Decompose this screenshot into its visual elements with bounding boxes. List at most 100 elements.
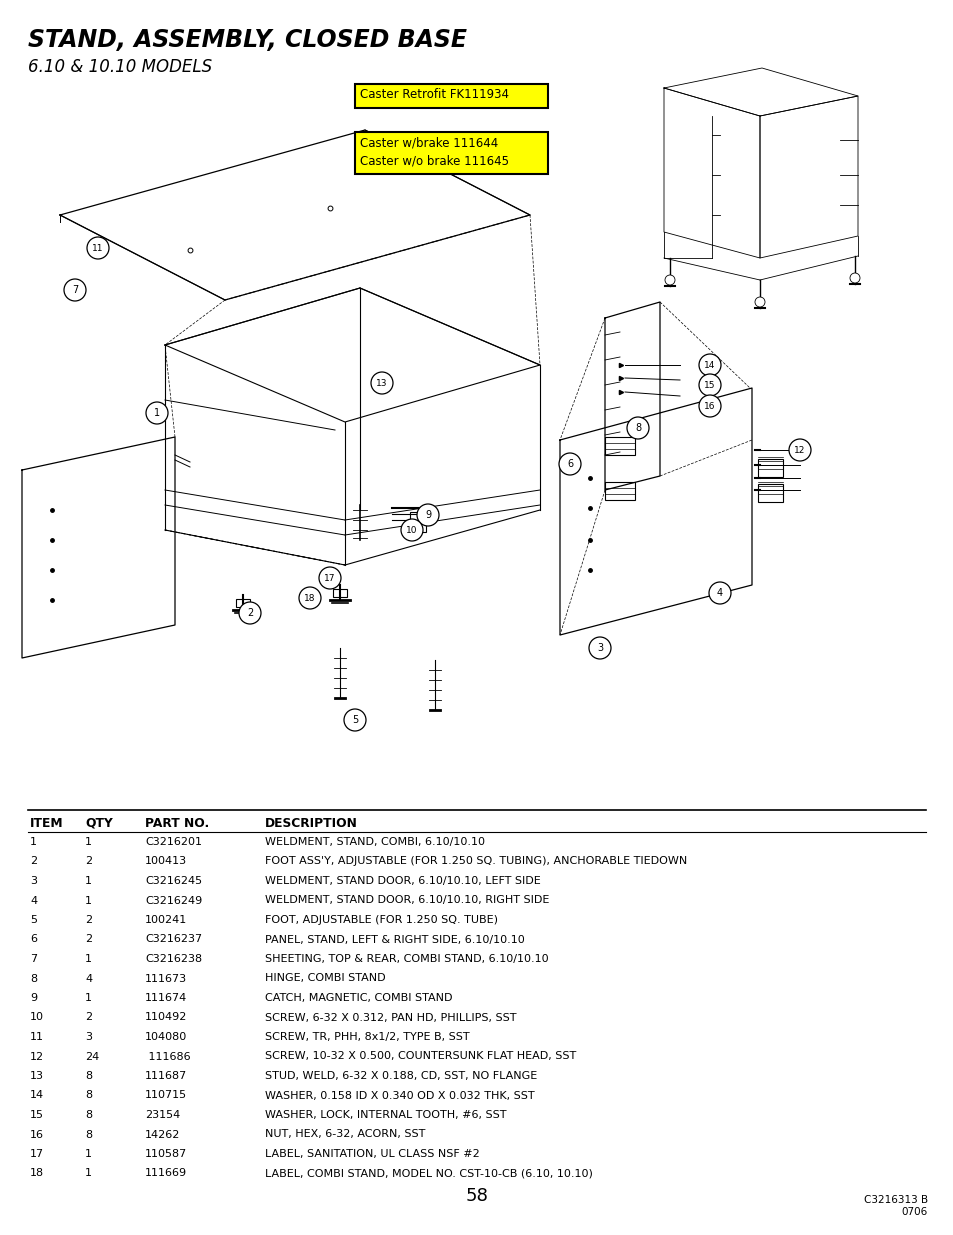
Circle shape [371, 372, 393, 394]
Text: FOOT ASS'Y, ADJUSTABLE (FOR 1.250 SQ. TUBING), ANCHORABLE TIEDOWN: FOOT ASS'Y, ADJUSTABLE (FOR 1.250 SQ. TU… [265, 857, 686, 867]
Text: 13: 13 [375, 378, 387, 388]
Text: WASHER, 0.158 ID X 0.340 OD X 0.032 THK, SST: WASHER, 0.158 ID X 0.340 OD X 0.032 THK,… [265, 1091, 534, 1100]
Text: 16: 16 [703, 401, 715, 410]
Text: 10: 10 [406, 526, 417, 535]
Bar [235, 599, 250, 606]
Text: 1: 1 [85, 1149, 91, 1158]
Text: 13: 13 [30, 1071, 44, 1081]
Circle shape [87, 237, 109, 259]
Text: 16: 16 [30, 1130, 44, 1140]
Text: 17: 17 [324, 573, 335, 583]
Bar [333, 589, 347, 597]
Text: 12: 12 [30, 1051, 44, 1062]
Text: 1: 1 [85, 876, 91, 885]
Bar [410, 513, 426, 532]
Circle shape [699, 354, 720, 375]
Text: C3216237: C3216237 [145, 935, 202, 945]
Circle shape [400, 519, 422, 541]
Text: 100413: 100413 [145, 857, 187, 867]
Text: SCREW, 10-32 X 0.500, COUNTERSUNK FLAT HEAD, SST: SCREW, 10-32 X 0.500, COUNTERSUNK FLAT H… [265, 1051, 576, 1062]
Text: 9: 9 [30, 993, 37, 1003]
Text: 24: 24 [85, 1051, 99, 1062]
Text: 8: 8 [85, 1110, 92, 1120]
Text: 2: 2 [85, 935, 92, 945]
Circle shape [664, 275, 675, 285]
Text: 6: 6 [566, 459, 573, 469]
Circle shape [146, 403, 168, 424]
Circle shape [699, 395, 720, 417]
Text: DESCRIPTION: DESCRIPTION [265, 818, 357, 830]
Text: C3216313 B
0706: C3216313 B 0706 [863, 1195, 927, 1216]
Circle shape [239, 601, 261, 624]
Text: 1: 1 [85, 993, 91, 1003]
Text: 1: 1 [85, 953, 91, 965]
Circle shape [558, 453, 580, 475]
Text: C3216201: C3216201 [145, 837, 202, 847]
Circle shape [298, 587, 320, 609]
Text: STAND, ASSEMBLY, CLOSED BASE: STAND, ASSEMBLY, CLOSED BASE [28, 28, 467, 52]
Text: 14: 14 [703, 361, 715, 369]
Text: 2: 2 [85, 857, 92, 867]
Text: 1: 1 [85, 1168, 91, 1178]
Text: SHEETING, TOP & REAR, COMBI STAND, 6.10/10.10: SHEETING, TOP & REAR, COMBI STAND, 6.10/… [265, 953, 548, 965]
Text: 1: 1 [85, 895, 91, 905]
Text: WELDMENT, STAND, COMBI, 6.10/10.10: WELDMENT, STAND, COMBI, 6.10/10.10 [265, 837, 484, 847]
Text: 3: 3 [85, 1032, 91, 1042]
Circle shape [626, 417, 648, 438]
Text: 111669: 111669 [145, 1168, 187, 1178]
Text: 10: 10 [30, 1013, 44, 1023]
Text: 11: 11 [30, 1032, 44, 1042]
Text: 12: 12 [794, 446, 805, 454]
Text: 15: 15 [30, 1110, 44, 1120]
Text: 18: 18 [304, 594, 315, 603]
Circle shape [699, 374, 720, 396]
Text: 100241: 100241 [145, 915, 187, 925]
Text: 111687: 111687 [145, 1071, 187, 1081]
Text: 4: 4 [717, 588, 722, 598]
Text: 4: 4 [85, 973, 92, 983]
Text: 4: 4 [30, 895, 37, 905]
Circle shape [788, 438, 810, 461]
Text: CATCH, MAGNETIC, COMBI STAND: CATCH, MAGNETIC, COMBI STAND [265, 993, 452, 1003]
Circle shape [344, 709, 366, 731]
Text: 14262: 14262 [145, 1130, 180, 1140]
Text: 110715: 110715 [145, 1091, 187, 1100]
Text: 1: 1 [30, 837, 37, 847]
Text: SCREW, 6-32 X 0.312, PAN HD, PHILLIPS, SST: SCREW, 6-32 X 0.312, PAN HD, PHILLIPS, S… [265, 1013, 516, 1023]
Text: FOOT, ADJUSTABLE (FOR 1.250 SQ. TUBE): FOOT, ADJUSTABLE (FOR 1.250 SQ. TUBE) [265, 915, 497, 925]
Text: 6: 6 [30, 935, 37, 945]
Text: LABEL, COMBI STAND, MODEL NO. CST-10-CB (6.10, 10.10): LABEL, COMBI STAND, MODEL NO. CST-10-CB … [265, 1168, 592, 1178]
Text: NUT, HEX, 6-32, ACORN, SST: NUT, HEX, 6-32, ACORN, SST [265, 1130, 425, 1140]
Text: 8: 8 [30, 973, 37, 983]
Text: ITEM: ITEM [30, 818, 64, 830]
Bar [604, 482, 635, 500]
Text: 2: 2 [85, 915, 92, 925]
Text: 8: 8 [85, 1091, 92, 1100]
Text: 1: 1 [153, 408, 160, 417]
Text: 111673: 111673 [145, 973, 187, 983]
Circle shape [754, 296, 764, 308]
Text: 8: 8 [85, 1071, 92, 1081]
Text: 8: 8 [85, 1130, 92, 1140]
Circle shape [64, 279, 86, 301]
Text: 18: 18 [30, 1168, 44, 1178]
Text: LABEL, SANITATION, UL CLASS NSF #2: LABEL, SANITATION, UL CLASS NSF #2 [265, 1149, 479, 1158]
Text: C3216249: C3216249 [145, 895, 202, 905]
Text: 8: 8 [635, 424, 640, 433]
Text: QTY: QTY [85, 818, 112, 830]
Text: 23154: 23154 [145, 1110, 180, 1120]
Text: 104080: 104080 [145, 1032, 187, 1042]
Text: Caster Retrofit FK111934: Caster Retrofit FK111934 [359, 88, 509, 101]
Text: STUD, WELD, 6-32 X 0.188, CD, SST, NO FLANGE: STUD, WELD, 6-32 X 0.188, CD, SST, NO FL… [265, 1071, 537, 1081]
Text: 9: 9 [424, 510, 431, 520]
Text: C3216245: C3216245 [145, 876, 202, 885]
Text: PANEL, STAND, LEFT & RIGHT SIDE, 6.10/10.10: PANEL, STAND, LEFT & RIGHT SIDE, 6.10/10… [265, 935, 524, 945]
Text: 6.10 & 10.10 MODELS: 6.10 & 10.10 MODELS [28, 58, 212, 77]
Text: WELDMENT, STAND DOOR, 6.10/10.10, LEFT SIDE: WELDMENT, STAND DOOR, 6.10/10.10, LEFT S… [265, 876, 540, 885]
Text: 2: 2 [85, 1013, 92, 1023]
Text: 2: 2 [30, 857, 37, 867]
Text: PART NO.: PART NO. [145, 818, 209, 830]
Text: C3216238: C3216238 [145, 953, 202, 965]
Text: SCREW, TR, PHH, 8x1/2, TYPE B, SST: SCREW, TR, PHH, 8x1/2, TYPE B, SST [265, 1032, 469, 1042]
Text: WASHER, LOCK, INTERNAL TOOTH, #6, SST: WASHER, LOCK, INTERNAL TOOTH, #6, SST [265, 1110, 506, 1120]
